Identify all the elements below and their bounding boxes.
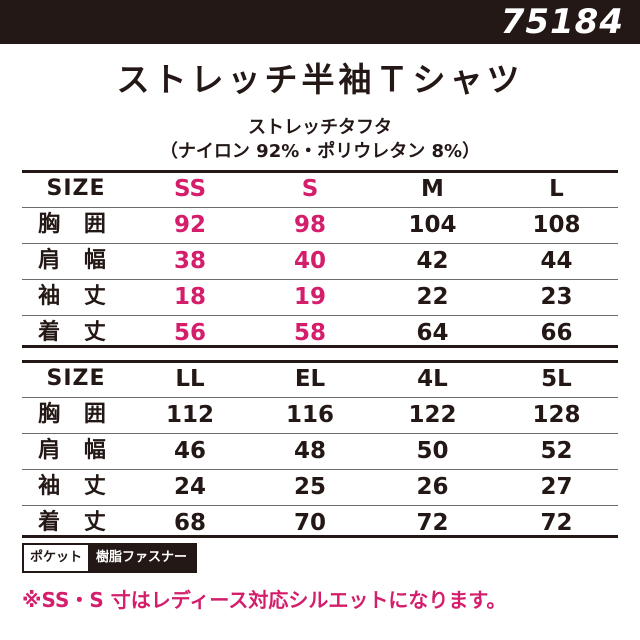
measure-value: 46 (173, 438, 206, 464)
table-header-row: SIZE LL EL 4L 5L (22, 361, 618, 397)
product-code: 75184 (500, 2, 624, 42)
size-header-cell: S (301, 176, 319, 202)
size-header-cell: 4L (417, 366, 448, 392)
fit-note: ※SS・S 寸はレディース対応シルエットになります。 (22, 588, 507, 612)
size-header-cell: LL (175, 366, 205, 392)
pocket-spec: ポケット 樹脂ファスナー (22, 543, 198, 573)
size-header-cell: EL (294, 366, 326, 392)
table-bottom-rule (22, 345, 618, 348)
measure-value: 72 (416, 510, 449, 536)
table-top-rule (22, 170, 618, 173)
size-header-label: SIZE (46, 176, 106, 201)
row-divider (22, 397, 618, 398)
measure-value: 64 (416, 320, 449, 346)
measure-value: 122 (408, 402, 457, 428)
measure-value: 70 (293, 510, 326, 536)
row-divider (22, 469, 618, 470)
measure-value: 44 (540, 248, 573, 274)
size-header-cell: L (549, 176, 564, 202)
row-divider (22, 279, 618, 280)
measure-value: 68 (173, 510, 206, 536)
table-bottom-rule (22, 535, 618, 538)
pocket-label: ポケット (24, 545, 89, 571)
measure-value: 48 (293, 438, 326, 464)
table-row: 胸 囲 112 116 122 128 (22, 397, 618, 433)
measure-value: 23 (540, 284, 573, 310)
measure-value: 42 (416, 248, 449, 274)
measure-value: 72 (540, 510, 573, 536)
measure-value: 58 (293, 320, 326, 346)
measure-value: 112 (165, 402, 214, 428)
size-header-cell: SS (173, 176, 207, 202)
table-top-rule (22, 360, 618, 363)
table-row: 着 丈 56 58 64 66 (22, 315, 618, 351)
measure-value: 98 (293, 212, 326, 238)
measure-label: 胸 囲 (38, 212, 114, 237)
measure-label: 着 丈 (38, 320, 114, 345)
measure-value: 19 (293, 284, 326, 310)
measure-value: 25 (293, 474, 326, 500)
size-header-cell: 5L (541, 366, 572, 392)
row-divider (22, 243, 618, 244)
measure-label: 袖 丈 (38, 474, 114, 499)
row-divider (22, 207, 618, 208)
measure-value: 26 (416, 474, 449, 500)
measure-value: 128 (532, 402, 581, 428)
row-divider (22, 505, 618, 506)
table-row: 着 丈 68 70 72 72 (22, 505, 618, 541)
material-name: ストレッチタフタ (248, 117, 392, 138)
product-title: ストレッチ半袖Ｔシャツ (116, 60, 524, 99)
measure-value: 22 (416, 284, 449, 310)
measure-label: 着 丈 (38, 510, 114, 535)
table-row: 肩 幅 46 48 50 52 (22, 433, 618, 469)
table-row: 胸 囲 92 98 104 108 (22, 207, 618, 243)
table-header-row: SIZE SS S M L (22, 171, 618, 207)
measure-label: 胸 囲 (38, 402, 114, 427)
measure-value: 27 (540, 474, 573, 500)
measure-value: 50 (416, 438, 449, 464)
measure-value: 40 (293, 248, 326, 274)
measure-value: 92 (173, 212, 206, 238)
table-row: 袖 丈 24 25 26 27 (22, 469, 618, 505)
row-divider (22, 433, 618, 434)
measure-value: 24 (173, 474, 206, 500)
size-header-label: SIZE (46, 366, 106, 391)
header-bar: 75184 (0, 0, 640, 44)
measure-value: 18 (173, 284, 206, 310)
material-composition: （ナイロン 92%・ポリウレタン 8%） (159, 141, 481, 162)
row-divider (22, 315, 618, 316)
measure-value: 38 (173, 248, 206, 274)
measure-label: 袖 丈 (38, 284, 114, 309)
measure-label: 肩 幅 (38, 248, 114, 273)
measure-value: 104 (408, 212, 457, 238)
table-row: 肩 幅 38 40 42 44 (22, 243, 618, 279)
measure-label: 肩 幅 (38, 438, 114, 463)
measure-value: 56 (173, 320, 206, 346)
measure-value: 52 (540, 438, 573, 464)
measure-value: 108 (532, 212, 581, 238)
measure-value: 66 (540, 320, 573, 346)
table-row: 袖 丈 18 19 22 23 (22, 279, 618, 315)
measure-value: 116 (285, 402, 334, 428)
pocket-value: 樹脂ファスナー (88, 545, 196, 571)
size-header-cell: M (421, 176, 444, 202)
